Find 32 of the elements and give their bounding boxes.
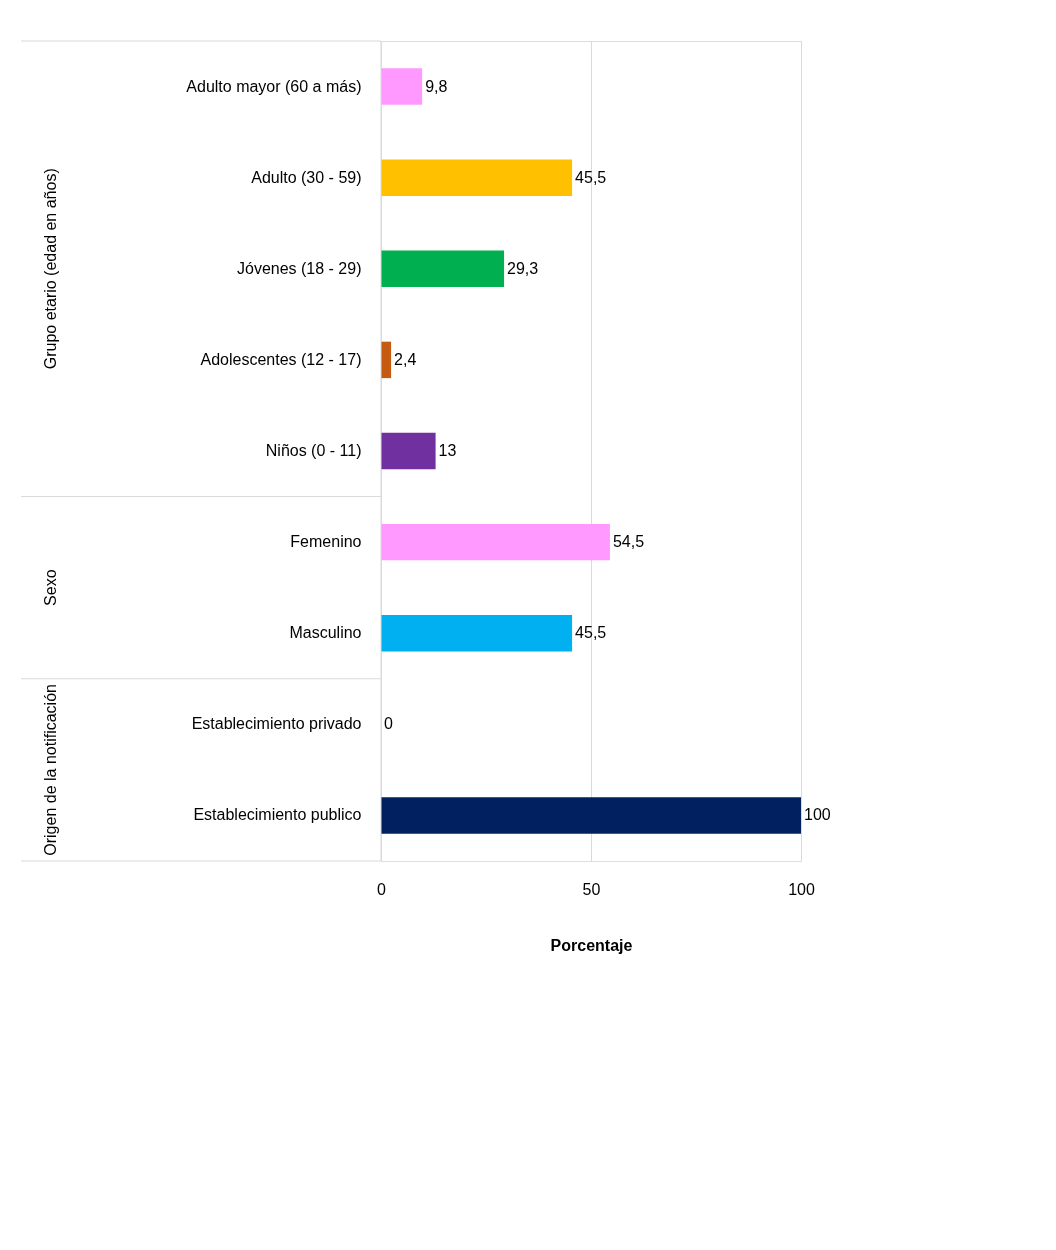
data-label: 29,3 (507, 259, 539, 277)
data-label: 54,5 (612, 533, 645, 551)
data-label: 13 (438, 442, 457, 459)
bar (381, 250, 505, 287)
data-label: 0 (384, 715, 393, 733)
y-tick-label: Adulto (30 - 59) (251, 168, 362, 186)
y-tick-label: Adolescentes (12 - 17) (200, 350, 362, 368)
data-label: 2,4 (394, 350, 417, 368)
y-tick-label: Masculino (289, 624, 362, 642)
bar (381, 432, 436, 470)
bar (381, 68, 423, 105)
text: Grupo etario (edad en años) (42, 168, 59, 370)
y-tick-label: Adulto mayor (60 a más) (186, 77, 362, 95)
data-label: 45,5 (575, 624, 607, 642)
bar (381, 523, 610, 561)
x-tick-label: 100 (788, 880, 815, 898)
text: Origen de la notificación (42, 684, 59, 856)
y-tick-label: Jóvenes (18 - 29) (236, 259, 362, 277)
data-label: 100 (804, 806, 831, 824)
y-tick-label: Femenino (290, 533, 362, 551)
bar (381, 159, 573, 196)
data-label: 9,8 (425, 77, 448, 95)
x-tick-label: 50 (582, 880, 601, 898)
x-axis-title: Porcentaje (550, 936, 633, 954)
x-tick-label: 0 (377, 880, 387, 898)
y-tick-label: Establecimiento privado (191, 715, 362, 733)
y-tick-label: Niños (0 - 11) (265, 442, 362, 459)
bar (381, 797, 801, 834)
data-label: 45,5 (575, 168, 607, 186)
y-tick-label: Establecimiento publico (193, 806, 362, 824)
text: Sexo (42, 569, 59, 606)
bar (381, 615, 573, 652)
